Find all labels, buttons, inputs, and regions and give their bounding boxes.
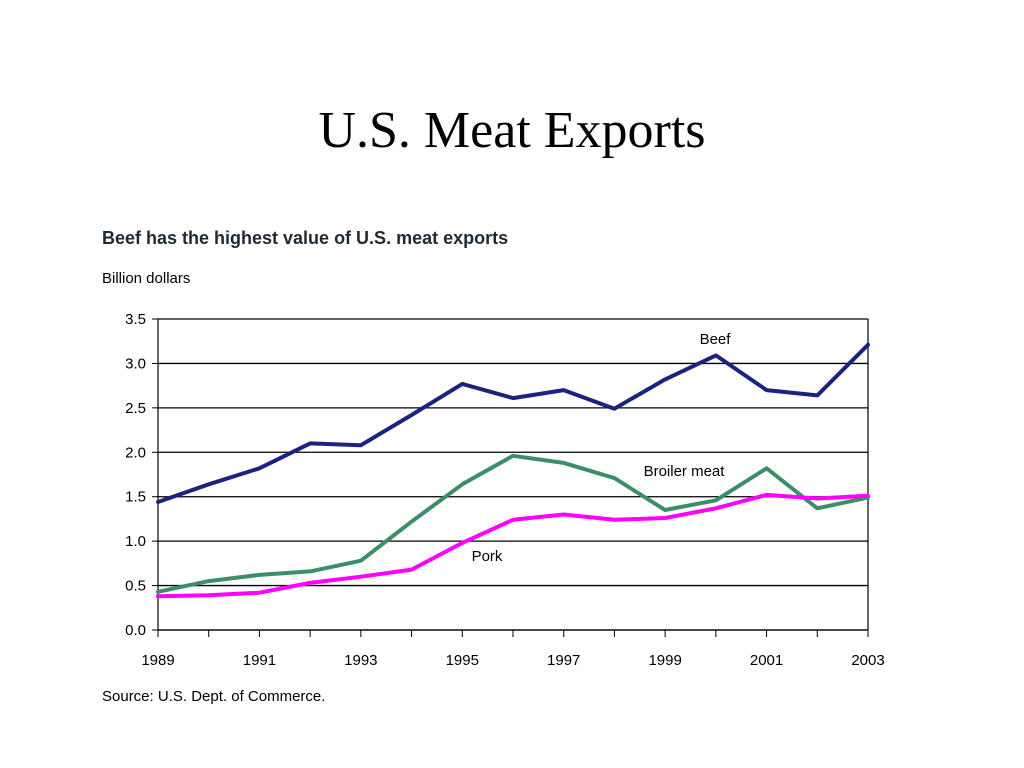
y-tick-label: 2.0 xyxy=(125,444,146,461)
y-tick-label: 0.0 xyxy=(125,622,146,639)
y-tick-label: 0.5 xyxy=(125,578,146,595)
x-tick-label: 1993 xyxy=(344,652,377,669)
y-tick-label: 3.0 xyxy=(125,355,146,372)
x-tick-label: 2001 xyxy=(750,652,783,669)
series-label-beef: Beef xyxy=(700,331,732,348)
x-tick-label: 2003 xyxy=(851,652,884,669)
gridlines xyxy=(158,318,868,631)
x-tick-label: 1997 xyxy=(547,652,580,669)
x-tick-label: 1995 xyxy=(446,652,479,669)
series-line-beef xyxy=(156,342,870,504)
x-tick-label: 1999 xyxy=(648,652,681,669)
y-tick-label: 2.5 xyxy=(125,400,146,417)
series-line-pork xyxy=(156,492,870,599)
axes: 0.0 0.5 1.0 1.5 2.0 2.5 3.0 3.5 1989 1991 1993 1995… xyxy=(125,311,885,669)
source-note: Source: U.S. Dept. of Commerce. xyxy=(102,688,326,705)
y-tick-label: 1.5 xyxy=(125,489,146,506)
y-tick-label: 1.0 xyxy=(125,533,146,550)
slide-title: U.S. Meat Exports xyxy=(318,102,706,159)
y-tick-label: 3.5 xyxy=(125,311,146,328)
chart-title: Beef has the highest value of U.S. meat … xyxy=(102,228,509,248)
series-labels: Beef Broiler meat Pork xyxy=(472,331,732,565)
series-label-pork: Pork xyxy=(472,548,503,565)
x-tick-label: 1991 xyxy=(243,652,276,669)
series-lines xyxy=(156,342,870,599)
series-label-broiler-meat: Broiler meat xyxy=(644,463,726,480)
series-line-broiler-meat xyxy=(156,453,870,594)
y-axis-unit-label: Billion dollars xyxy=(102,270,191,287)
x-tick-label: 1989 xyxy=(141,652,174,669)
